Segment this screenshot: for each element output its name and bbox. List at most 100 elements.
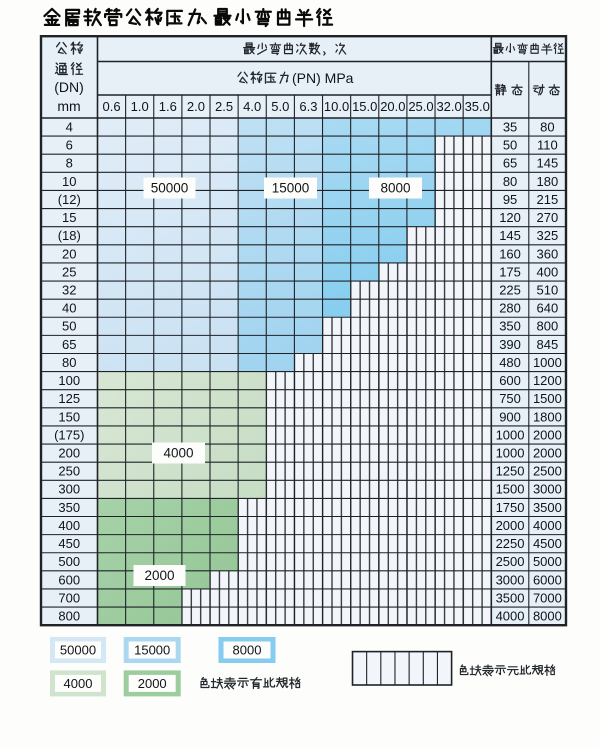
svg-text:1800: 1800: [533, 409, 562, 424]
svg-text:50: 50: [62, 319, 76, 334]
svg-text:2250: 2250: [496, 536, 525, 551]
svg-text:845: 845: [537, 337, 559, 352]
svg-text:390: 390: [499, 337, 521, 352]
svg-text:50000: 50000: [151, 181, 189, 196]
svg-text:10: 10: [62, 174, 76, 189]
svg-text:600: 600: [499, 373, 521, 388]
svg-text:40: 40: [62, 301, 76, 316]
svg-text:510: 510: [537, 282, 559, 297]
svg-text:4000: 4000: [533, 518, 562, 533]
svg-text:800: 800: [537, 319, 559, 334]
svg-text:225: 225: [499, 282, 521, 297]
svg-text:15000: 15000: [134, 643, 170, 658]
svg-text:35.0: 35.0: [465, 99, 490, 114]
svg-text:900: 900: [499, 409, 521, 424]
svg-text:6: 6: [66, 138, 73, 153]
svg-text:1750: 1750: [496, 500, 525, 515]
svg-text:150: 150: [58, 409, 80, 424]
svg-text:1200: 1200: [533, 373, 562, 388]
svg-text:(18): (18): [58, 228, 81, 243]
svg-text:2000: 2000: [138, 676, 167, 691]
svg-text:1000: 1000: [496, 446, 525, 461]
svg-text:640: 640: [537, 301, 559, 316]
svg-text:15000: 15000: [272, 181, 310, 196]
svg-text:4000: 4000: [163, 446, 193, 461]
svg-text:(175): (175): [54, 427, 84, 442]
svg-text:280: 280: [499, 301, 521, 316]
svg-text:400: 400: [58, 518, 80, 533]
svg-text:20: 20: [62, 246, 76, 261]
svg-text:5000: 5000: [533, 554, 562, 569]
svg-text:(PN) MPa: (PN) MPa: [292, 70, 354, 86]
svg-text:250: 250: [58, 464, 80, 479]
svg-text:1500: 1500: [533, 391, 562, 406]
svg-text:8000: 8000: [380, 181, 410, 196]
svg-text:4: 4: [66, 119, 73, 134]
svg-text:1000: 1000: [496, 427, 525, 442]
svg-text:360: 360: [537, 246, 559, 261]
svg-text:95: 95: [503, 192, 517, 207]
svg-text:80: 80: [503, 174, 517, 189]
svg-text:(12): (12): [58, 192, 81, 207]
svg-text:300: 300: [58, 482, 80, 497]
svg-text:8000: 8000: [233, 643, 262, 658]
svg-text:600: 600: [58, 572, 80, 587]
svg-text:(DN): (DN): [54, 79, 84, 95]
svg-text:8: 8: [66, 156, 73, 171]
svg-text:35: 35: [503, 119, 517, 134]
svg-text:20.0: 20.0: [380, 99, 405, 114]
svg-text:mm: mm: [57, 98, 80, 114]
svg-text:2.5: 2.5: [215, 99, 233, 114]
svg-text:15: 15: [62, 210, 76, 225]
svg-text:32: 32: [62, 282, 76, 297]
svg-text:2500: 2500: [496, 554, 525, 569]
svg-text:1250: 1250: [496, 464, 525, 479]
svg-text:4000: 4000: [496, 609, 525, 624]
svg-text:145: 145: [537, 156, 559, 171]
svg-text:2000: 2000: [533, 427, 562, 442]
svg-text:7000: 7000: [533, 590, 562, 605]
svg-text:500: 500: [58, 554, 80, 569]
svg-text:750: 750: [499, 391, 521, 406]
svg-text:120: 120: [499, 210, 521, 225]
svg-text:4500: 4500: [533, 536, 562, 551]
svg-text:65: 65: [62, 337, 76, 352]
svg-text:1000: 1000: [533, 355, 562, 370]
svg-text:1.6: 1.6: [159, 99, 177, 114]
svg-text:4.0: 4.0: [243, 99, 261, 114]
svg-text:2000: 2000: [533, 446, 562, 461]
svg-text:2500: 2500: [533, 464, 562, 479]
svg-text:80: 80: [62, 355, 76, 370]
svg-text:200: 200: [58, 446, 80, 461]
svg-text:350: 350: [58, 500, 80, 515]
svg-text:1.0: 1.0: [131, 99, 149, 114]
svg-text:6000: 6000: [533, 572, 562, 587]
svg-text:65: 65: [503, 156, 517, 171]
svg-text:2.0: 2.0: [187, 99, 205, 114]
svg-text:3500: 3500: [496, 590, 525, 605]
svg-text:400: 400: [537, 264, 559, 279]
svg-text:180: 180: [537, 174, 559, 189]
svg-text:110: 110: [537, 138, 558, 153]
svg-text:8000: 8000: [533, 609, 562, 624]
svg-text:175: 175: [499, 264, 521, 279]
svg-text:325: 325: [537, 228, 559, 243]
svg-text:32.0: 32.0: [436, 99, 461, 114]
svg-text:6.3: 6.3: [299, 99, 317, 114]
svg-text:100: 100: [58, 373, 80, 388]
svg-text:480: 480: [499, 355, 521, 370]
svg-text:270: 270: [537, 210, 559, 225]
svg-text:1500: 1500: [496, 482, 525, 497]
svg-text:800: 800: [58, 609, 80, 624]
svg-text:50: 50: [503, 138, 517, 153]
svg-text:25.0: 25.0: [408, 99, 433, 114]
svg-text:3000: 3000: [533, 482, 562, 497]
svg-text:10.0: 10.0: [324, 99, 349, 114]
svg-text:80: 80: [540, 119, 554, 134]
svg-text:145: 145: [499, 228, 521, 243]
svg-text:125: 125: [58, 391, 80, 406]
svg-text:0.6: 0.6: [103, 99, 121, 114]
svg-text:350: 350: [499, 319, 521, 334]
svg-text:50000: 50000: [60, 643, 96, 658]
svg-text:5.0: 5.0: [271, 99, 289, 114]
